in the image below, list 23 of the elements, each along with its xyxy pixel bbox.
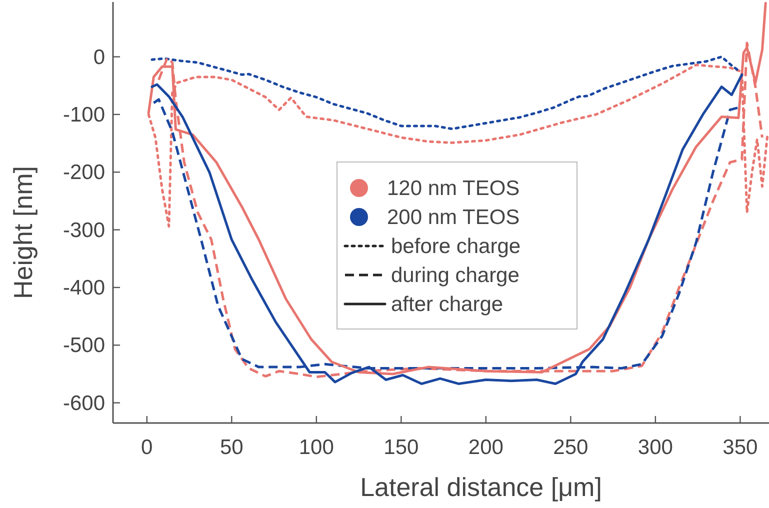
x-tick-label: 0 (141, 436, 153, 459)
y-tick-label: -500 (62, 334, 105, 358)
x-tick-label: 350 (722, 436, 758, 459)
x-tick-label: 50 (220, 436, 244, 459)
y-tick-label: 0 (93, 46, 105, 69)
y-tick-label: -400 (62, 276, 105, 300)
annotation: after charge (391, 293, 504, 316)
annotation: during charge (391, 264, 520, 287)
annotation: before charge (391, 235, 521, 258)
line-series (150, 56, 742, 130)
x-tick-label: 100 (298, 436, 334, 459)
y-tick-label: -300 (62, 218, 105, 242)
x-tick-label: 300 (638, 436, 673, 459)
y-axis-title: Height [nm] (8, 166, 38, 299)
y-tick-label: -100 (62, 103, 105, 126)
x-axis-title: Lateral distance [μm] (360, 472, 602, 502)
legend-label: 200 nm TEOS (387, 206, 520, 229)
x-tick-label: 150 (384, 436, 419, 459)
y-tick-label: -600 (62, 392, 105, 415)
x-tick-label: 250 (553, 436, 588, 459)
y-tick-label: -200 (62, 161, 105, 184)
legend-label: 120 nm TEOS (387, 177, 520, 200)
x-tick-label: 200 (468, 436, 504, 459)
